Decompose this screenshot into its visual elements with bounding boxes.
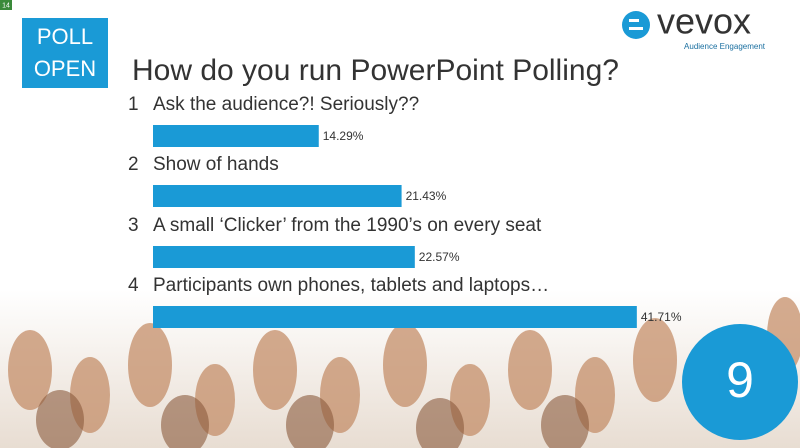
chart-title: How do you run PowerPoint Polling?	[132, 54, 619, 87]
slide-number-box	[0, 0, 12, 10]
option-label: A small ‘Clicker’ from the 1990’s on eve…	[153, 215, 542, 236]
logo: vevox Audience Engagement	[622, 1, 766, 51]
logo-name: vevox	[657, 1, 751, 42]
bar	[153, 246, 415, 268]
value-label: 21.43%	[406, 189, 447, 203]
logo-icon-line	[629, 27, 643, 30]
poll-status: POLL	[37, 24, 93, 49]
value-label: 14.29%	[323, 129, 364, 143]
bar	[153, 185, 402, 207]
badge	[682, 324, 798, 440]
raised-hands-back	[36, 390, 589, 448]
option-label: Ask the audience?! Seriously??	[153, 94, 419, 115]
logo-tagline: Audience Engagement	[684, 42, 766, 51]
poll-status-box	[22, 18, 108, 88]
bar	[153, 306, 637, 328]
option-number: 2	[128, 154, 139, 175]
slide-number: 14	[2, 2, 10, 9]
option-number: 3	[128, 215, 139, 236]
option-label: Show of hands	[153, 154, 279, 175]
badge-text: 9	[726, 352, 754, 408]
logo-icon-line	[629, 19, 639, 22]
option-number: 1	[128, 94, 139, 115]
value-label: 41.71%	[641, 310, 682, 324]
poll-status: OPEN	[34, 56, 96, 81]
bar	[153, 125, 319, 147]
option-label: Participants own phones, tablets and lap…	[153, 275, 549, 296]
option-number: 4	[128, 275, 139, 296]
value-label: 22.57%	[419, 250, 460, 264]
logo-icon	[622, 11, 650, 39]
